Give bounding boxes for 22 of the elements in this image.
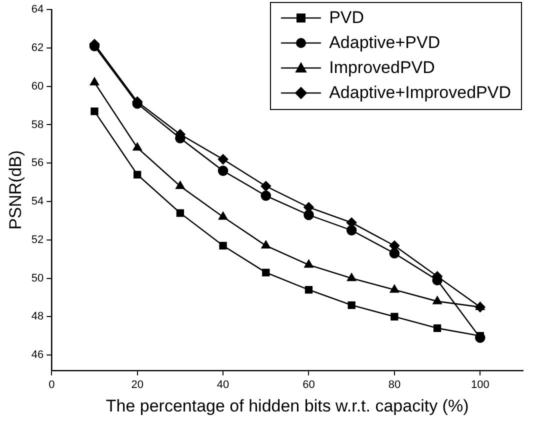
y-tick-label: 56 [31, 157, 44, 170]
y-tick-label: 62 [31, 42, 44, 54]
y-tick-label: 60 [31, 80, 44, 92]
y-tick-label: 64 [31, 4, 44, 16]
x-tick-label: 40 [216, 379, 230, 392]
legend-label: Adaptive+ImprovedPVD [329, 82, 511, 104]
x-tick-label: 60 [302, 379, 315, 392]
x-tick-label: 20 [131, 379, 144, 392]
y-tick-label: 50 [31, 272, 44, 284]
y-tick-label: 48 [31, 310, 44, 323]
y-axis-title: PSNR(dB) [6, 150, 25, 230]
x-tick-label: 100 [470, 379, 490, 392]
x-tick-label: 80 [388, 379, 401, 392]
legend-label: Adaptive+PVD [329, 32, 440, 54]
legend-label: ImprovedPVD [329, 57, 435, 79]
y-tick-label: 54 [31, 196, 44, 208]
x-axis-title: The percentage of hidden bits w.r.t. capacity (%) [106, 396, 469, 416]
y-tick-label: 46 [31, 349, 44, 362]
y-tick-label: 52 [31, 234, 44, 246]
legend-label: PVD [329, 7, 364, 29]
y-tick-label: 58 [31, 118, 44, 131]
x-tick-label: 0 [48, 379, 55, 392]
